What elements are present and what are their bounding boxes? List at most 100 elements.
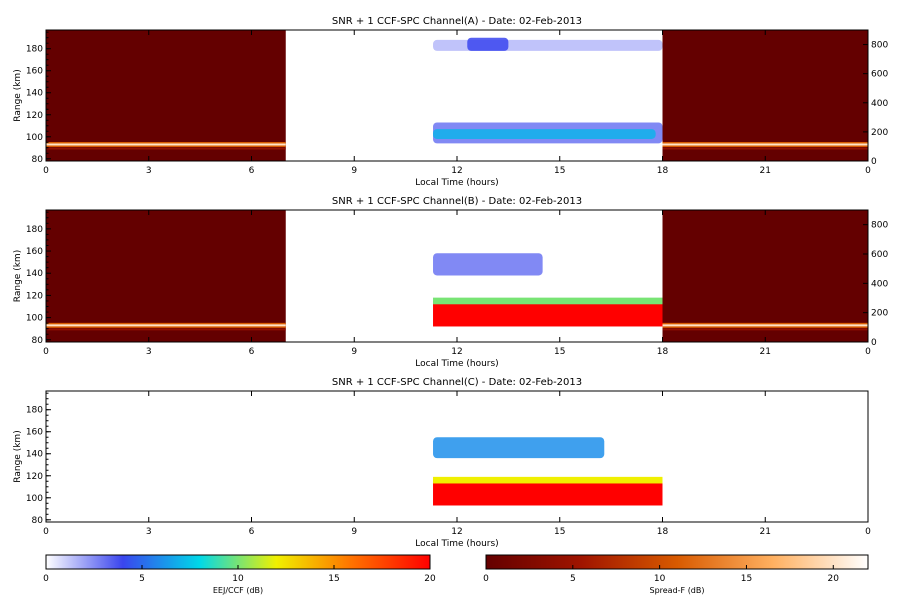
eej-layer-edge	[433, 476, 663, 484]
colorbar-label: Spread-F (dB)	[649, 586, 704, 595]
y-tick-label: 160	[26, 247, 43, 257]
colorbar-tick-label: 5	[139, 574, 145, 584]
y-axis-label: Range (km)	[13, 430, 23, 482]
x-tick-label: 0	[43, 527, 49, 537]
panel-title: SNR + 1 CCF-SPC Channel(A) - Date: 02-Fe…	[332, 16, 582, 27]
colorbar-tick-label: 0	[483, 574, 489, 584]
x-tick-label: 6	[249, 166, 255, 176]
colorbar-tick-label: 0	[43, 574, 49, 584]
x-tick-label: 0	[43, 347, 49, 357]
x-tick-label: 15	[554, 166, 565, 176]
eej-layer-edge	[433, 297, 663, 305]
x-tick-label: 15	[554, 347, 565, 357]
y-tick-label: 120	[26, 472, 43, 482]
x-tick-label: 0	[865, 527, 871, 537]
x-tick-label: 0	[43, 166, 49, 176]
chart-panel-c: SNR + 1 CCF-SPC Channel(C) - Date: 02-Fe…	[13, 377, 871, 549]
y-axis-label: Range (km)	[13, 69, 23, 121]
x-tick-label: 21	[760, 166, 771, 176]
y-tick-label: 180	[26, 225, 43, 235]
y2-tick-label: 800	[871, 221, 888, 231]
colorbar-tick-label: 10	[654, 574, 666, 584]
x-tick-label: 18	[657, 527, 669, 537]
y-tick-label: 160	[26, 67, 43, 77]
spreadf-layer-under	[662, 147, 868, 150]
x-axis-label: Local Time (hours)	[415, 178, 498, 188]
colorbar-spreadf: 0 5 10 15 20 Spread-F (dB)	[483, 554, 869, 595]
y-tick-label: 80	[32, 155, 44, 165]
x-tick-label: 9	[351, 166, 357, 176]
x-tick-label: 18	[657, 166, 669, 176]
panel-title: SNR + 1 CCF-SPC Channel(C) - Date: 02-Fe…	[332, 377, 582, 388]
x-tick-label: 0	[865, 166, 871, 176]
spreadf-layer-core	[46, 324, 286, 327]
y-tick-label: 80	[32, 336, 44, 346]
spreadf-layer-core	[662, 143, 868, 146]
spreadf-layer-under	[46, 147, 286, 150]
y-tick-label: 140	[26, 89, 43, 99]
colorbar-tick-label: 20	[828, 574, 840, 584]
x-tick-label: 15	[554, 527, 565, 537]
y-tick-label: 160	[26, 428, 43, 438]
spreadf-block	[46, 30, 286, 161]
x-tick-label: 3	[146, 347, 152, 357]
y2-tick-label: 200	[871, 128, 888, 138]
eej-lower-layer-core	[433, 129, 656, 139]
x-tick-label: 3	[146, 166, 152, 176]
x-tick-label: 6	[249, 347, 255, 357]
x-tick-label: 3	[146, 527, 152, 537]
y-tick-label: 100	[26, 494, 43, 504]
colorbar-gradient	[485, 554, 869, 570]
y2-tick-label: 800	[871, 41, 888, 51]
y-axis-label: Range (km)	[13, 250, 23, 302]
eej-upper-echo	[433, 437, 605, 459]
y-tick-label: 100	[26, 314, 43, 324]
y-tick-label: 80	[32, 516, 44, 526]
colorbar-tick-label: 15	[741, 574, 752, 584]
y-tick-label: 100	[26, 133, 43, 143]
panel-title: SNR + 1 CCF-SPC Channel(B) - Date: 02-Fe…	[332, 196, 582, 207]
y-tick-label: 140	[26, 450, 43, 460]
x-tick-label: 12	[451, 347, 462, 357]
y-tick-label: 180	[26, 406, 43, 416]
eej-upper-echo	[433, 253, 543, 276]
x-tick-label: 9	[351, 347, 357, 357]
y2-tick-label: 200	[871, 309, 888, 319]
y-tick-label: 180	[26, 45, 43, 55]
colorbar-tick-label: 15	[328, 574, 339, 584]
y-tick-label: 120	[26, 111, 43, 121]
x-axis-label: Local Time (hours)	[415, 539, 498, 549]
eej-upper-echo-peak	[467, 37, 509, 51]
spreadf-block	[662, 210, 868, 342]
eej-lower-layer	[433, 300, 663, 327]
colorbar-label: EEJ/CCF (dB)	[213, 586, 263, 595]
x-tick-label: 12	[451, 166, 462, 176]
spreadf-block	[662, 30, 868, 161]
spreadf-layer-under	[662, 328, 868, 331]
y-tick-label: 140	[26, 269, 43, 279]
y2-tick-label: 400	[871, 99, 888, 109]
colorbar-eej: 0 5 10 15 20 EEJ/CCF (dB)	[43, 554, 436, 595]
x-tick-label: 18	[657, 347, 669, 357]
x-tick-label: 21	[760, 527, 771, 537]
chart-panel-a: SNR + 1 CCF-SPC Channel(A) - Date: 02-Fe…	[13, 16, 888, 188]
y2-tick-label: 600	[871, 250, 888, 260]
x-tick-label: 0	[865, 347, 871, 357]
spreadf-block	[46, 210, 286, 342]
y2-tick-label: 0	[871, 338, 877, 348]
colorbar-tick-label: 20	[424, 574, 436, 584]
x-axis-label: Local Time (hours)	[415, 359, 498, 369]
y-tick-label: 120	[26, 291, 43, 301]
colorbar-tick-label: 5	[570, 574, 576, 584]
spreadf-layer-core	[662, 324, 868, 327]
chart-panel-b: SNR + 1 CCF-SPC Channel(B) - Date: 02-Fe…	[13, 196, 888, 369]
y2-tick-label: 400	[871, 279, 888, 289]
spreadf-layer-under	[46, 328, 286, 331]
x-tick-label: 12	[451, 527, 462, 537]
x-tick-label: 9	[351, 527, 357, 537]
y2-tick-label: 0	[871, 157, 877, 167]
x-tick-label: 6	[249, 527, 255, 537]
x-tick-label: 21	[760, 347, 771, 357]
y2-tick-label: 600	[871, 70, 888, 80]
